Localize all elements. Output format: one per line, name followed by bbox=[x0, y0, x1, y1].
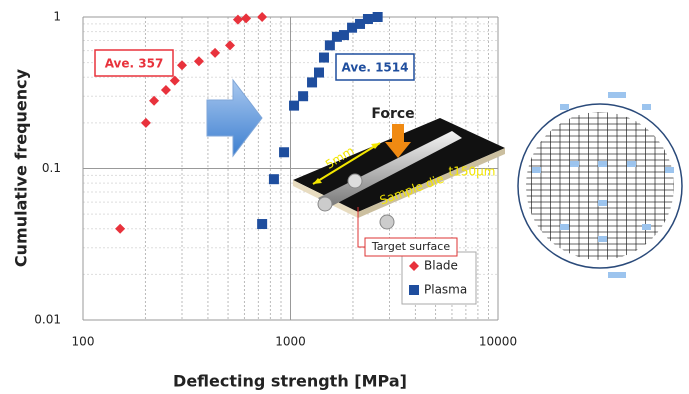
data-point bbox=[224, 40, 235, 51]
data-point bbox=[257, 12, 268, 22]
legend-marker bbox=[409, 261, 419, 271]
data-point bbox=[169, 75, 180, 86]
legend bbox=[401, 251, 477, 305]
y-tick-label: 0.01 bbox=[34, 313, 61, 327]
sample-illustration bbox=[293, 118, 505, 257]
annotation: Ave. 1514 bbox=[342, 61, 409, 75]
data-point bbox=[324, 40, 335, 51]
data-point bbox=[318, 52, 329, 63]
data-point bbox=[355, 18, 366, 29]
legend-label: Blade bbox=[424, 259, 458, 273]
data-point bbox=[331, 31, 342, 42]
data-point bbox=[210, 47, 221, 58]
data-point bbox=[307, 77, 318, 88]
data-point bbox=[347, 22, 358, 33]
force-label: Force bbox=[371, 106, 414, 122]
thickness-label: t150μm bbox=[449, 165, 496, 179]
data-point bbox=[289, 100, 300, 111]
data-point bbox=[372, 12, 383, 22]
data-point bbox=[268, 174, 279, 185]
data-point bbox=[160, 84, 171, 95]
arrow bbox=[206, 78, 263, 158]
data-point bbox=[338, 30, 349, 41]
annotation-box bbox=[94, 49, 174, 77]
target-label: Target surface bbox=[371, 240, 450, 253]
x-tick-label: 100 bbox=[72, 335, 95, 349]
data-point bbox=[232, 14, 243, 25]
data-point bbox=[279, 147, 290, 158]
data-point bbox=[362, 14, 373, 25]
data-point bbox=[298, 91, 309, 102]
wafer-illustration bbox=[517, 92, 683, 278]
y-axis-title: Cumulative frequency bbox=[12, 68, 31, 267]
y-tick-label: 0.1 bbox=[42, 161, 61, 175]
x-axis-title: Deflecting strength [MPa] bbox=[173, 372, 407, 391]
data-point bbox=[115, 223, 126, 234]
annotation: Ave. 357 bbox=[105, 57, 164, 71]
y-tick-label: 1 bbox=[53, 10, 61, 24]
annotation-box bbox=[335, 53, 415, 81]
data-point bbox=[314, 67, 325, 78]
x-tick-label: 1000 bbox=[275, 335, 306, 349]
legend-label: Plasma bbox=[424, 283, 467, 297]
data-point bbox=[193, 56, 204, 67]
legend-marker bbox=[409, 285, 419, 295]
data-point bbox=[149, 95, 160, 106]
data-point bbox=[257, 219, 268, 230]
data-point bbox=[177, 60, 188, 71]
data-point bbox=[140, 117, 151, 128]
data-point bbox=[241, 13, 252, 24]
x-tick-label: 10000 bbox=[479, 335, 517, 349]
